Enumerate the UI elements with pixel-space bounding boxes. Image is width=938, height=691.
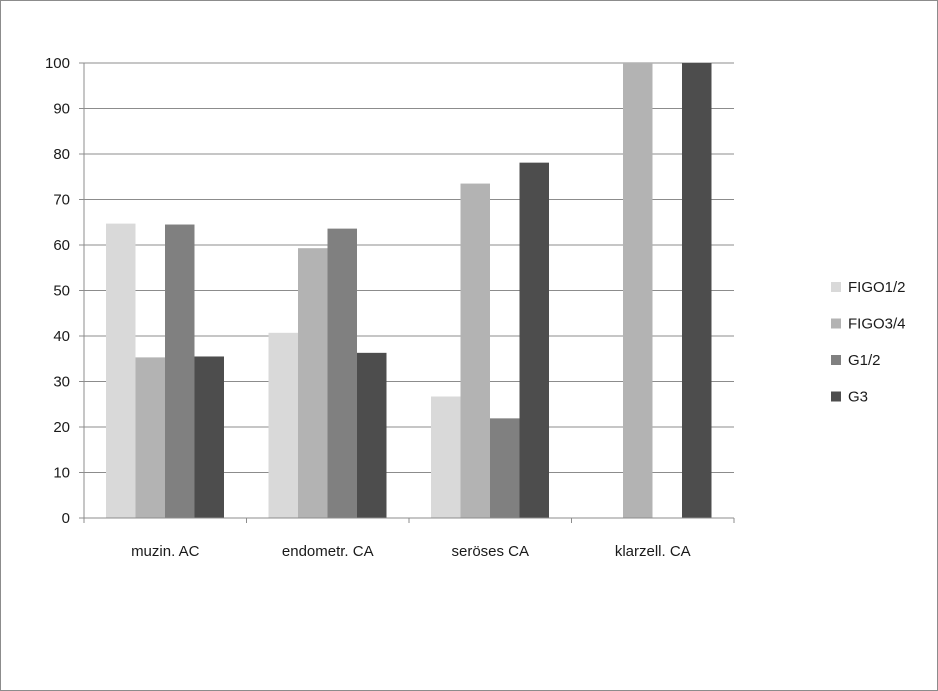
- y-tick-label: 70: [53, 192, 70, 209]
- bar: [106, 223, 136, 519]
- bar: [357, 352, 387, 518]
- bar: [623, 63, 653, 518]
- y-tick-label: 30: [53, 374, 70, 391]
- bar: [268, 332, 298, 518]
- bars: [106, 63, 712, 519]
- bar: [682, 63, 712, 518]
- y-tick-label: 20: [53, 419, 70, 436]
- legend-swatch: [831, 355, 841, 365]
- y-tick-label: 80: [53, 146, 70, 163]
- bar: [490, 418, 520, 518]
- y-tick-label: 100: [45, 55, 70, 72]
- x-tick-label: seröses CA: [451, 543, 529, 560]
- bar: [519, 162, 549, 518]
- y-tick-label: 50: [53, 283, 70, 300]
- legend-label: FIGO3/4: [848, 316, 906, 333]
- legend-label: FIGO1/2: [848, 279, 906, 296]
- y-tick-label: 60: [53, 237, 70, 254]
- x-tick-label: muzin. AC: [131, 543, 200, 560]
- legend-swatch: [831, 282, 841, 292]
- axes: [79, 62, 735, 523]
- y-tick-label: 10: [53, 465, 70, 482]
- bar: [298, 248, 328, 518]
- bar: [194, 356, 224, 518]
- bar: [431, 396, 461, 518]
- legend: FIGO1/2 FIGO3/4 G1/2 G3: [831, 279, 906, 406]
- bar: [165, 224, 195, 518]
- bar: [460, 183, 490, 518]
- legend-label: G3: [848, 389, 868, 406]
- legend-label: G1/2: [848, 352, 881, 369]
- y-tick-label: 0: [62, 510, 70, 527]
- x-tick-label: klarzell. CA: [615, 543, 691, 560]
- legend-swatch: [831, 318, 841, 329]
- legend-swatch: [831, 391, 841, 402]
- y-tick-label: 90: [53, 101, 70, 118]
- tick-labels: 0 10 20 30 40 50 60 70 80 90 100 muzin. AC endometr.…: [45, 55, 691, 560]
- y-tick-label: 40: [53, 328, 70, 345]
- x-tick-label: endometr. CA: [282, 543, 374, 560]
- bar: [327, 228, 357, 518]
- bar: [135, 357, 165, 518]
